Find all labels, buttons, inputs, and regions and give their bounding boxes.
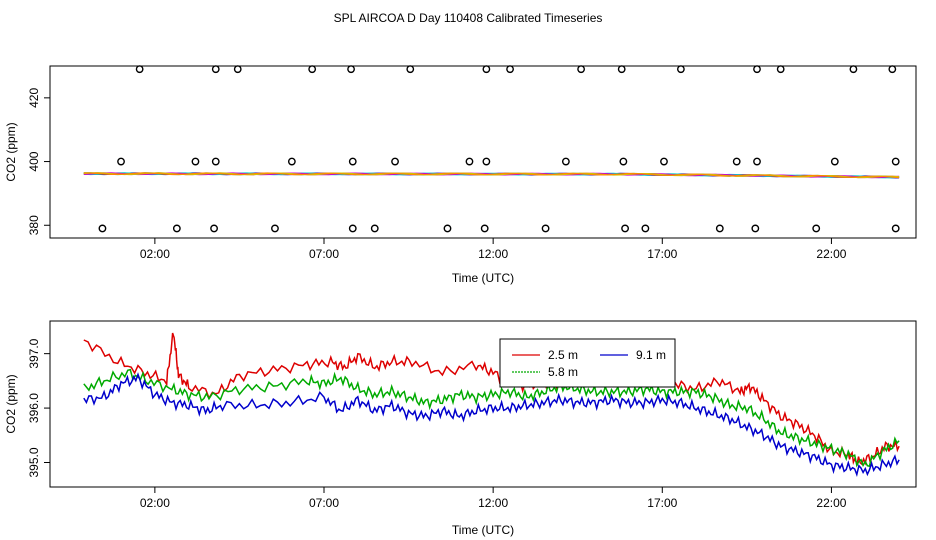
top-plot-frame — [49, 65, 917, 239]
top-series-line — [83, 172, 900, 179]
bottom-x-tick-label: 22:00 — [816, 496, 846, 510]
bottom-panel: 02:00 07:00 12:00 17:00 22:00 395.0 396.0 397.… — [4, 320, 917, 537]
flag-point — [211, 65, 220, 74]
flag-point — [732, 157, 741, 166]
flag-point — [271, 224, 279, 233]
flag-point — [660, 157, 668, 166]
flag-point — [98, 224, 107, 233]
legend: 2.5 m 9.1 m 5.8 m — [499, 338, 676, 388]
top-series-line — [83, 172, 900, 179]
flag-point — [135, 65, 144, 74]
top-y-tick-label: 400 — [27, 151, 41, 171]
series-line-5-8-m — [83, 368, 900, 468]
flag-point — [541, 224, 550, 233]
flag-point — [370, 224, 379, 233]
flag-point — [617, 65, 626, 74]
top-x-tick-label: 02:00 — [140, 247, 170, 261]
legend-label-9-1m: 9.1 m — [636, 348, 666, 362]
top-y-tick-label: 380 — [27, 215, 41, 235]
flag-point — [891, 224, 900, 233]
figure-title: SPL AIRCOA D Day 110408 Calibrated Times… — [334, 11, 603, 25]
bottom-x-axis-label: Time (UTC) — [452, 523, 514, 537]
flag-point — [753, 65, 761, 74]
flag-point — [751, 224, 760, 233]
flag-point — [577, 65, 586, 74]
bottom-plot-frame — [49, 320, 917, 488]
flag-point — [561, 157, 570, 166]
bottom-y-axis: 395.0 396.0 397.0 — [27, 338, 50, 478]
flag-point — [348, 157, 357, 166]
flag-point — [308, 65, 317, 74]
flag-point — [482, 65, 491, 74]
top-x-tick-label: 12:00 — [478, 247, 508, 261]
flag-point — [191, 157, 200, 166]
flag-point — [210, 224, 218, 233]
flag-point — [641, 224, 650, 233]
flag-point — [480, 224, 489, 233]
flag-point — [465, 157, 474, 166]
flag-point — [753, 157, 761, 166]
top-x-tick-label: 17:00 — [647, 247, 677, 261]
flag-point — [676, 65, 685, 74]
bottom-x-tick-label: 17:00 — [647, 496, 677, 510]
legend-label-2-5m: 2.5 m — [548, 348, 578, 362]
flag-point — [287, 157, 296, 166]
flag-point — [849, 65, 858, 74]
top-x-tick-label: 07:00 — [309, 247, 339, 261]
flag-point — [482, 157, 491, 166]
bottom-x-axis: 02:00 07:00 12:00 17:00 22:00 — [140, 487, 847, 510]
series-line-9-1-m — [83, 372, 900, 478]
top-panel: 02:00 07:00 12:00 17:00 22:00 380 400 420 Time… — [4, 65, 917, 285]
bottom-x-tick-label: 07:00 — [309, 496, 339, 510]
top-series-bundle — [83, 172, 900, 179]
flag-point — [830, 157, 839, 166]
top-y-axis-label: CO2 (ppm) — [4, 122, 18, 181]
flag-point — [619, 157, 628, 166]
bottom-x-tick-label: 12:00 — [478, 496, 508, 510]
flag-point — [347, 65, 355, 74]
top-y-axis: 380 400 420 — [27, 88, 50, 235]
flag-point — [211, 157, 220, 166]
bottom-y-tick-label: 396.0 — [27, 393, 41, 423]
bottom-y-axis-label: CO2 (ppm) — [4, 374, 18, 433]
legend-label-5-8m: 5.8 m — [548, 365, 578, 379]
flag-point — [117, 157, 125, 166]
flag-point — [406, 65, 415, 74]
flag-point — [812, 224, 821, 233]
bottom-y-tick-label: 397.0 — [27, 338, 41, 368]
flag-point — [888, 65, 897, 74]
bottom-y-tick-label: 395.0 — [27, 447, 41, 477]
top-y-tick-label: 420 — [27, 88, 41, 108]
top-flag-points — [98, 65, 900, 233]
flag-point — [621, 224, 629, 233]
top-x-axis-label: Time (UTC) — [452, 271, 514, 285]
flag-point — [776, 65, 785, 74]
flag-point — [348, 224, 357, 233]
flag-point — [172, 224, 181, 233]
flag-point — [233, 65, 242, 74]
series-line-2-5-m — [83, 332, 900, 467]
bottom-x-tick-label: 02:00 — [140, 496, 170, 510]
flag-point — [891, 157, 900, 166]
top-x-axis: 02:00 07:00 12:00 17:00 22:00 — [140, 238, 847, 261]
flag-point — [506, 65, 514, 74]
legend-box — [499, 338, 676, 388]
flag-point — [391, 157, 399, 166]
flag-point — [443, 224, 452, 233]
bottom-series-lines — [83, 332, 900, 478]
top-x-tick-label: 22:00 — [816, 247, 846, 261]
flag-point — [715, 224, 724, 233]
